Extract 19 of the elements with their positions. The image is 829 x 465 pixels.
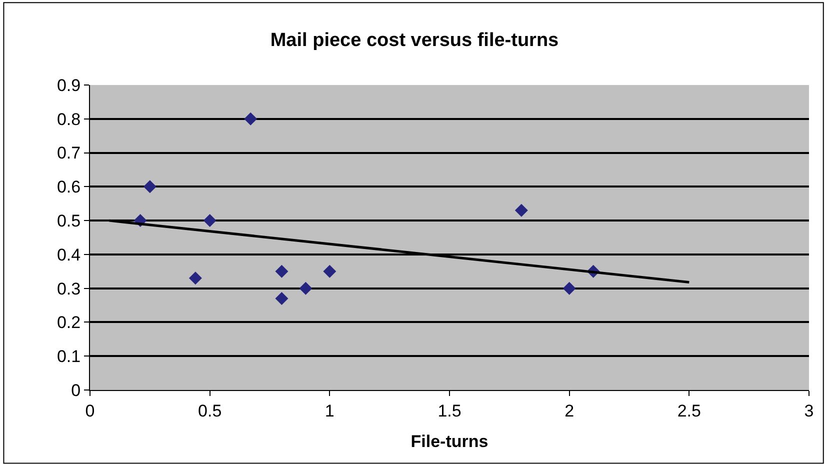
y-tick-label: 0.2 [56,313,81,332]
x-tick-label: 2 [564,401,574,420]
y-tick-label: 0.6 [56,178,81,197]
y-tick-label: 0.4 [56,245,81,264]
y-tick-label: 0.1 [56,347,81,366]
y-tick-label: 0.5 [56,212,81,231]
y-tick-label: 0.7 [56,144,81,163]
x-tick-label: 1.5 [438,401,462,420]
x-tick-label: 0 [85,401,95,420]
x-tick-label: 0.5 [198,401,222,420]
y-tick-label: 0 [71,380,81,400]
y-tick-label: 0.8 [56,110,81,129]
y-tick-label: 0.9 [56,76,81,95]
x-tick-label: 3 [804,401,814,420]
x-tick-label: 2.5 [677,401,701,420]
x-axis-title: File-turns [410,432,488,451]
chart-title: Mail piece cost versus file-turns [270,30,559,51]
y-tick-label: 0.3 [56,279,81,298]
x-tick-label: 1 [324,401,334,420]
